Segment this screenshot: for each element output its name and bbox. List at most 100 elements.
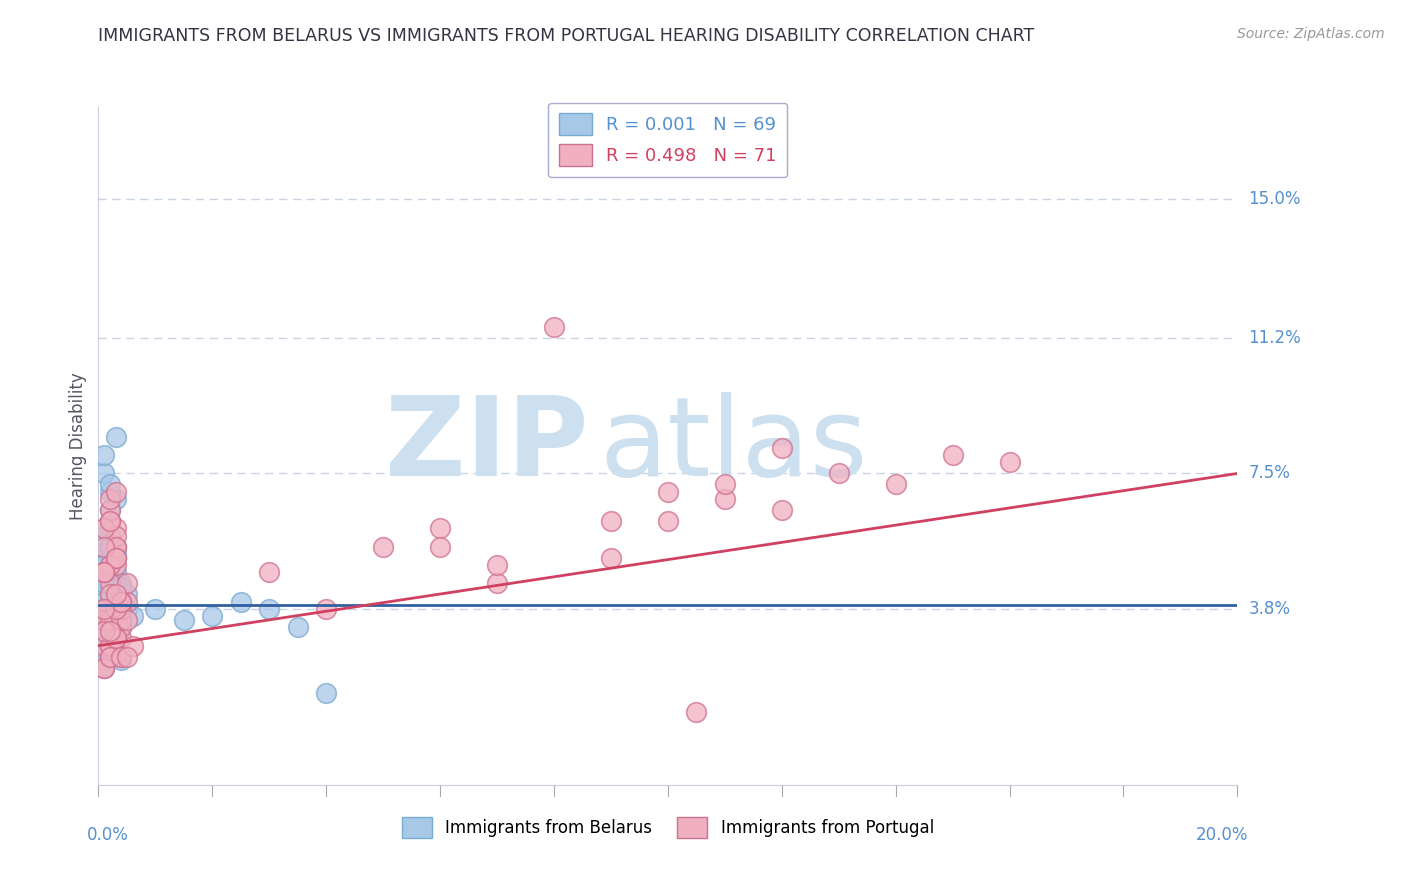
Point <box>93 540 115 554</box>
Point <box>104 602 127 616</box>
Point <box>98 558 121 573</box>
Point <box>93 595 115 609</box>
Point <box>104 558 127 573</box>
Point <box>98 503 121 517</box>
Point <box>98 649 121 664</box>
Point <box>104 430 127 444</box>
Text: 20.0%: 20.0% <box>1197 826 1249 844</box>
Text: 7.5%: 7.5% <box>1249 465 1291 483</box>
Point <box>770 441 793 455</box>
Point <box>98 492 121 507</box>
Point <box>104 550 127 565</box>
Point <box>93 566 115 580</box>
Point <box>98 649 121 664</box>
Point <box>942 448 965 462</box>
Point <box>104 602 127 616</box>
Point <box>229 595 252 609</box>
Point <box>98 632 121 646</box>
Point <box>600 550 623 565</box>
Point <box>98 514 121 528</box>
Point <box>98 583 121 598</box>
Point <box>429 540 451 554</box>
Point <box>104 632 127 646</box>
Point <box>104 547 127 561</box>
Point <box>110 613 132 627</box>
Point <box>93 639 115 653</box>
Point <box>110 595 132 609</box>
Point <box>600 514 623 528</box>
Point <box>93 566 115 580</box>
Point <box>145 602 167 616</box>
Point <box>104 595 127 609</box>
Point <box>110 649 132 664</box>
Point <box>315 602 337 616</box>
Text: ZIP: ZIP <box>385 392 588 500</box>
Point <box>93 569 115 583</box>
Point <box>98 613 121 627</box>
Point <box>93 602 115 616</box>
Point <box>93 550 115 565</box>
Point <box>110 606 132 620</box>
Point <box>998 455 1021 469</box>
Point <box>93 624 115 638</box>
Point <box>115 595 138 609</box>
Point <box>98 639 121 653</box>
Point <box>104 632 127 646</box>
Text: 15.0%: 15.0% <box>1249 190 1301 208</box>
Point <box>93 661 115 675</box>
Point <box>110 632 132 646</box>
Point <box>110 576 132 591</box>
Point <box>98 639 121 653</box>
Point <box>93 661 115 675</box>
Point <box>121 609 143 624</box>
Point <box>93 558 115 573</box>
Point <box>104 609 127 624</box>
Point <box>93 602 115 616</box>
Point <box>115 602 138 616</box>
Point <box>104 602 127 616</box>
Point <box>98 624 121 638</box>
Point <box>110 595 132 609</box>
Point <box>429 521 451 535</box>
Point <box>98 540 121 554</box>
Point <box>259 566 281 580</box>
Point <box>93 566 115 580</box>
Point <box>98 632 121 646</box>
Point <box>884 477 907 491</box>
Point <box>657 514 679 528</box>
Text: Source: ZipAtlas.com: Source: ZipAtlas.com <box>1237 27 1385 41</box>
Point <box>98 558 121 573</box>
Point <box>93 661 115 675</box>
Point <box>93 467 115 481</box>
Point <box>93 639 115 653</box>
Point <box>685 705 707 719</box>
Point <box>315 686 337 700</box>
Point <box>98 540 121 554</box>
Point <box>770 503 793 517</box>
Text: 3.8%: 3.8% <box>1249 600 1291 618</box>
Point <box>104 616 127 631</box>
Point <box>104 566 127 580</box>
Point <box>104 639 127 653</box>
Point <box>110 649 132 664</box>
Point <box>110 620 132 634</box>
Point <box>93 613 115 627</box>
Point <box>115 613 138 627</box>
Point <box>287 620 309 634</box>
Point <box>110 602 132 616</box>
Point <box>98 540 121 554</box>
Point <box>98 576 121 591</box>
Point <box>104 484 127 499</box>
Point <box>104 540 127 554</box>
Point <box>104 540 127 554</box>
Point <box>93 576 115 591</box>
Point <box>98 649 121 664</box>
Point <box>115 587 138 601</box>
Point <box>93 566 115 580</box>
Point <box>115 576 138 591</box>
Point <box>110 602 132 616</box>
Point <box>714 477 737 491</box>
Point <box>104 587 127 601</box>
Point <box>93 558 115 573</box>
Point <box>93 642 115 657</box>
